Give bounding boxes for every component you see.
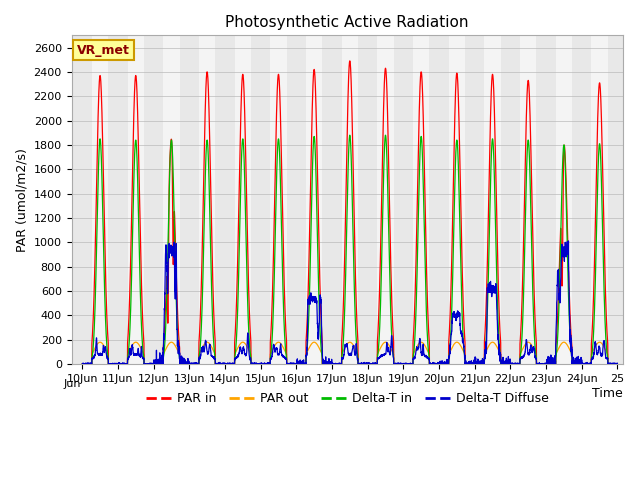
Bar [591,36,608,364]
Bar [484,36,500,364]
Bar [449,36,465,364]
Bar [127,36,144,364]
Text: VR_met: VR_met [77,44,130,57]
Text: Jun: Jun [63,379,81,389]
Bar [92,36,108,364]
Bar [199,36,215,364]
Bar [235,36,251,364]
Bar [163,36,180,364]
Title: Photosynthetic Active Radiation: Photosynthetic Active Radiation [225,15,469,30]
Bar [378,36,394,364]
Bar [556,36,572,364]
Bar [520,36,536,364]
Bar [342,36,358,364]
Bar [270,36,287,364]
Y-axis label: PAR (umol/m2/s): PAR (umol/m2/s) [15,148,28,252]
Legend: PAR in, PAR out, Delta-T in, Delta-T Diffuse: PAR in, PAR out, Delta-T in, Delta-T Dif… [141,387,554,410]
Bar [306,36,323,364]
Bar [413,36,429,364]
X-axis label: Time: Time [592,387,623,400]
